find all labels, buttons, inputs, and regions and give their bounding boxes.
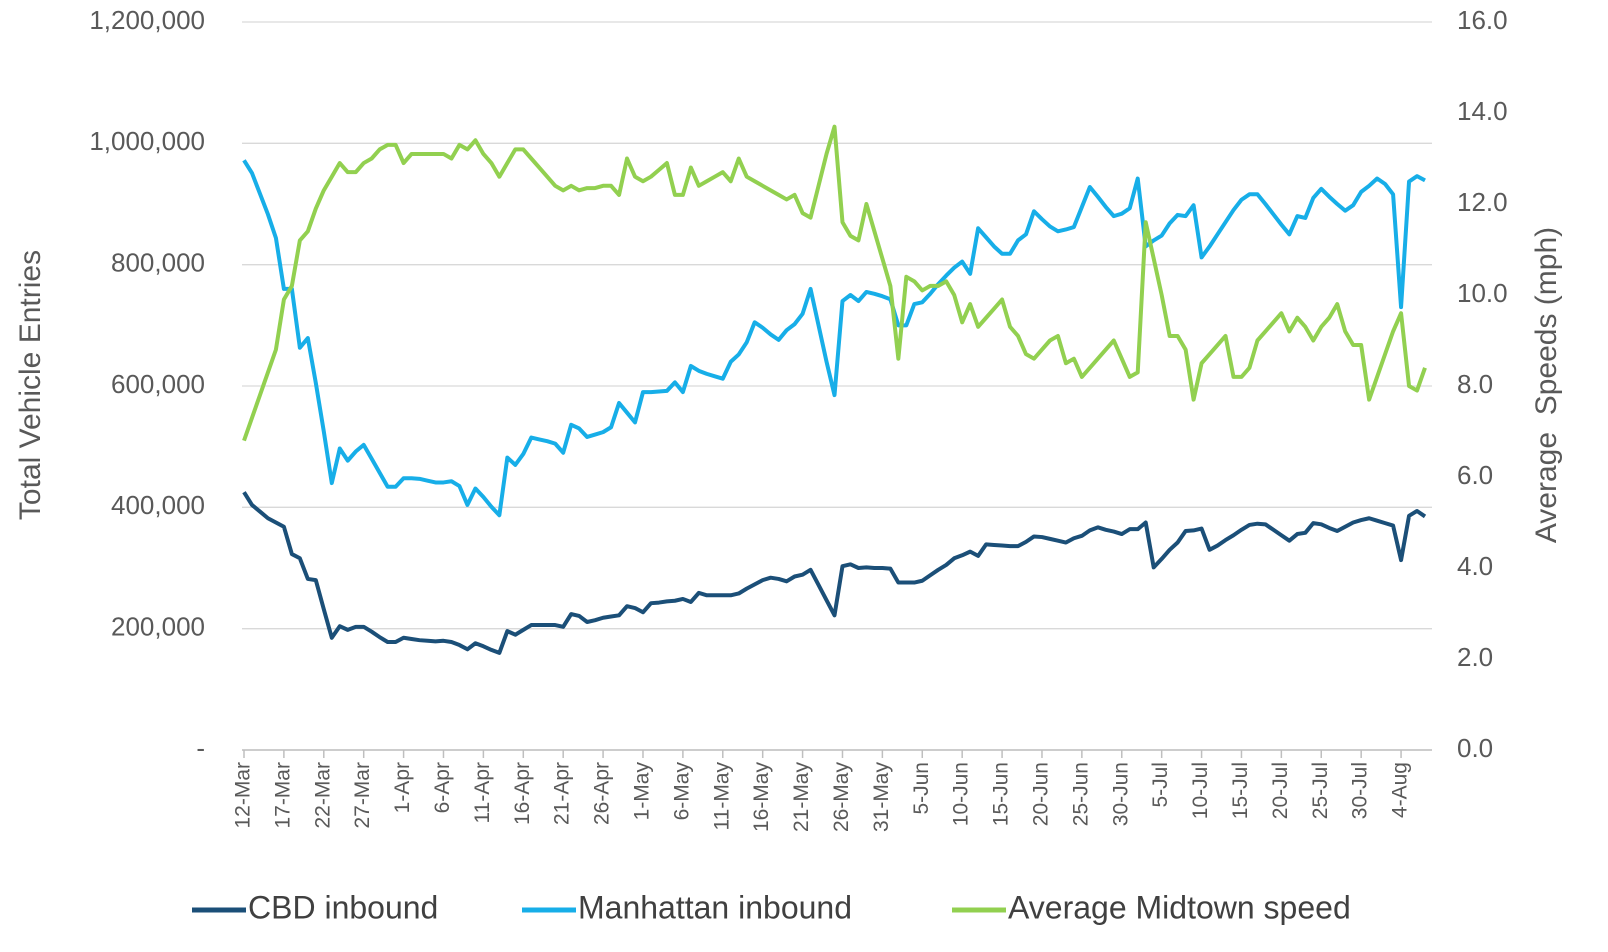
x-tick-label: 10-Jul	[1189, 762, 1212, 819]
legend-label: Manhattan inbound	[578, 889, 852, 925]
x-tick-label: 11-May	[710, 762, 733, 831]
x-tick-label: 15-Jun	[990, 762, 1013, 826]
y2-tick-label: 16.0	[1457, 5, 1508, 35]
x-tick-label: 10-Jun	[950, 762, 973, 826]
x-tick-label: 21-Apr	[551, 762, 574, 825]
x-tick-label: 16-Apr	[511, 762, 534, 825]
x-tick-label: 6-Apr	[431, 762, 454, 813]
y-tick-label: 600,000	[111, 369, 205, 399]
x-tick-label: 12-Mar	[232, 762, 255, 829]
x-tick-label: 16-May	[750, 762, 773, 833]
y-axis-title: Total Vehicle Entries	[14, 250, 47, 520]
series-line	[242, 159, 1426, 518]
y2-tick-label: 8.0	[1457, 369, 1493, 399]
x-tick-label: 20-Jul	[1269, 762, 1292, 819]
y-tick-label: 800,000	[111, 248, 205, 278]
x-tick-label: 1-Apr	[391, 762, 414, 813]
x-tick-label: 30-Jul	[1349, 762, 1372, 819]
x-tick-label: 6-May	[670, 762, 693, 821]
x-tick-label: 15-Jul	[1229, 762, 1252, 819]
y2-tick-label: 14.0	[1457, 96, 1508, 126]
y-tick-label: 1,200,000	[89, 5, 205, 35]
x-tick-label: 22-Mar	[311, 762, 334, 829]
y2-tick-label: 0.0	[1457, 733, 1493, 763]
y2-axis-title: Average Speeds (mph)	[1530, 227, 1563, 543]
x-tick-label: 1-May	[631, 762, 654, 821]
y-tick-label: 400,000	[111, 490, 205, 520]
x-tick-label: 21-May	[790, 762, 813, 833]
x-tick-label: 31-May	[870, 762, 893, 833]
x-tick-label: 4-Aug	[1389, 762, 1412, 818]
y-tick-label: -	[196, 733, 205, 763]
y2-tick-label: 4.0	[1457, 551, 1493, 581]
x-tick-label: 17-Mar	[271, 762, 294, 829]
legend-label: Average Midtown speed	[1008, 889, 1351, 925]
y2-tick-label: 12.0	[1457, 187, 1508, 217]
y2-tick-label: 10.0	[1457, 278, 1508, 308]
x-tick-label: 26-Apr	[591, 762, 614, 825]
x-tick-label: 11-Apr	[471, 762, 494, 823]
x-tick-label: 26-May	[830, 762, 853, 833]
x-tick-label: 25-Jun	[1069, 762, 1092, 826]
series-line	[242, 124, 1427, 442]
y-tick-label: 200,000	[111, 612, 205, 642]
legend-label: CBD inbound	[248, 889, 438, 925]
y2-tick-label: 2.0	[1457, 642, 1493, 672]
x-tick-label: 27-Mar	[351, 762, 374, 829]
y2-tick-label: 6.0	[1457, 460, 1493, 490]
x-tick-label: 25-Jul	[1309, 762, 1332, 819]
x-tick-label: 5-Jun	[910, 762, 933, 815]
series-line	[242, 491, 1427, 655]
y-tick-label: 1,000,000	[89, 126, 205, 156]
x-tick-label: 30-Jun	[1109, 762, 1132, 826]
x-tick-label: 5-Jul	[1149, 762, 1172, 808]
x-tick-label: 20-Jun	[1030, 762, 1053, 826]
